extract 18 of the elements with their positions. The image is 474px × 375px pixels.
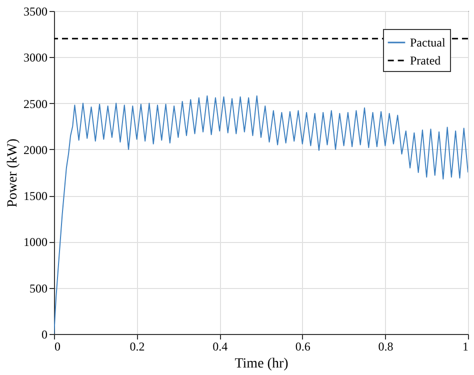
y-tick-label: 2000	[24, 142, 48, 157]
y-tick-label: 2500	[24, 96, 48, 111]
y-tick-label: 3000	[24, 50, 48, 65]
y-tick-label: 0	[42, 328, 48, 342]
y-tick-label: 1000	[24, 235, 48, 250]
x-axis-title: Time (hr)	[234, 356, 289, 372]
y-axis-title: Power (kW)	[6, 138, 20, 208]
x-tick-label: 0.4	[212, 340, 228, 354]
y-tick-label: 1500	[24, 189, 48, 204]
y-tick-label: 3500	[24, 4, 48, 18]
x-tick-label: 0	[54, 340, 60, 354]
x-tick-label: 0.8	[378, 340, 394, 354]
x-tick-label: 1	[462, 340, 468, 354]
legend-label: Pactual	[410, 36, 446, 50]
y-tick-label: 500	[30, 281, 48, 296]
x-tick-label: 0.6	[295, 340, 310, 354]
legend-label: Prated	[410, 54, 441, 68]
x-tick-label: 0.2	[130, 340, 145, 354]
